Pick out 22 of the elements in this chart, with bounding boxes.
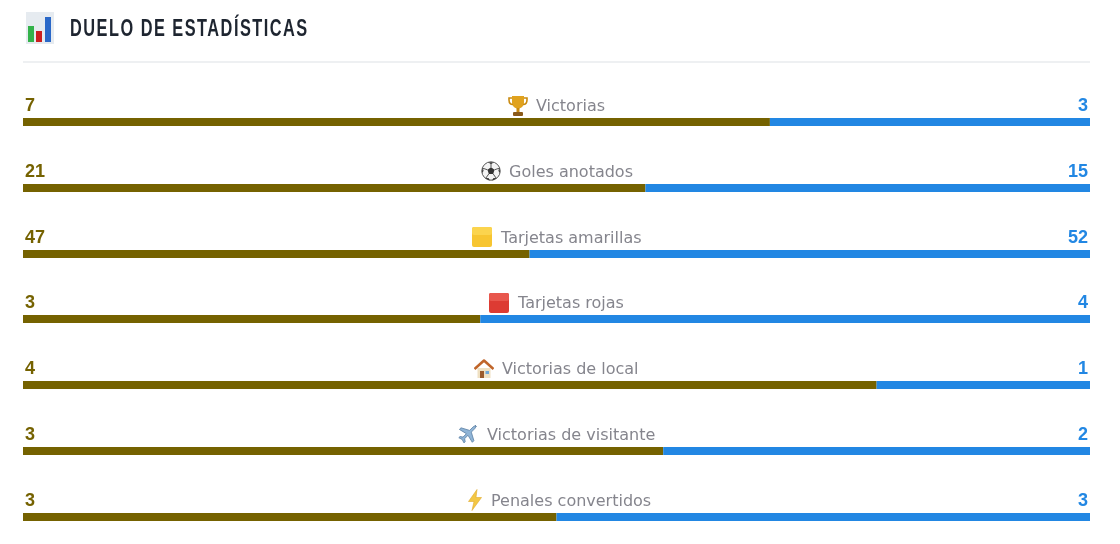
- y-tick-label: Victorias de local: [502, 359, 639, 379]
- y-tick-label: Penales convertidos: [491, 490, 652, 510]
- y-tick-label: Victorias: [536, 96, 606, 115]
- y-tick-label: Goles anotados: [509, 161, 633, 181]
- data-label: 15: [1068, 160, 1089, 181]
- data-label: 47: [25, 226, 46, 247]
- y-tick-label: Tarjetas rojas: [517, 293, 624, 313]
- y-tick-label: Victorias de visitante: [487, 425, 656, 445]
- data-label: 3: [1078, 95, 1089, 115]
- data-label: 21: [25, 160, 46, 181]
- data-label: 3: [25, 292, 36, 313]
- data-label: 1: [1078, 358, 1089, 379]
- data-label: 3: [25, 424, 36, 445]
- data-label: 3: [1078, 489, 1089, 510]
- chart-title: DUELO DE ESTADÍSTICAS: [70, 14, 309, 41]
- data-label: 7: [25, 95, 36, 115]
- data-label: 4: [25, 358, 36, 379]
- data-label: 52: [1068, 226, 1089, 247]
- data-label: 3: [25, 489, 36, 510]
- y-tick-label: Tarjetas amarillas: [500, 227, 642, 247]
- data-label: 4: [1078, 292, 1089, 313]
- data-label: 2: [1078, 424, 1089, 445]
